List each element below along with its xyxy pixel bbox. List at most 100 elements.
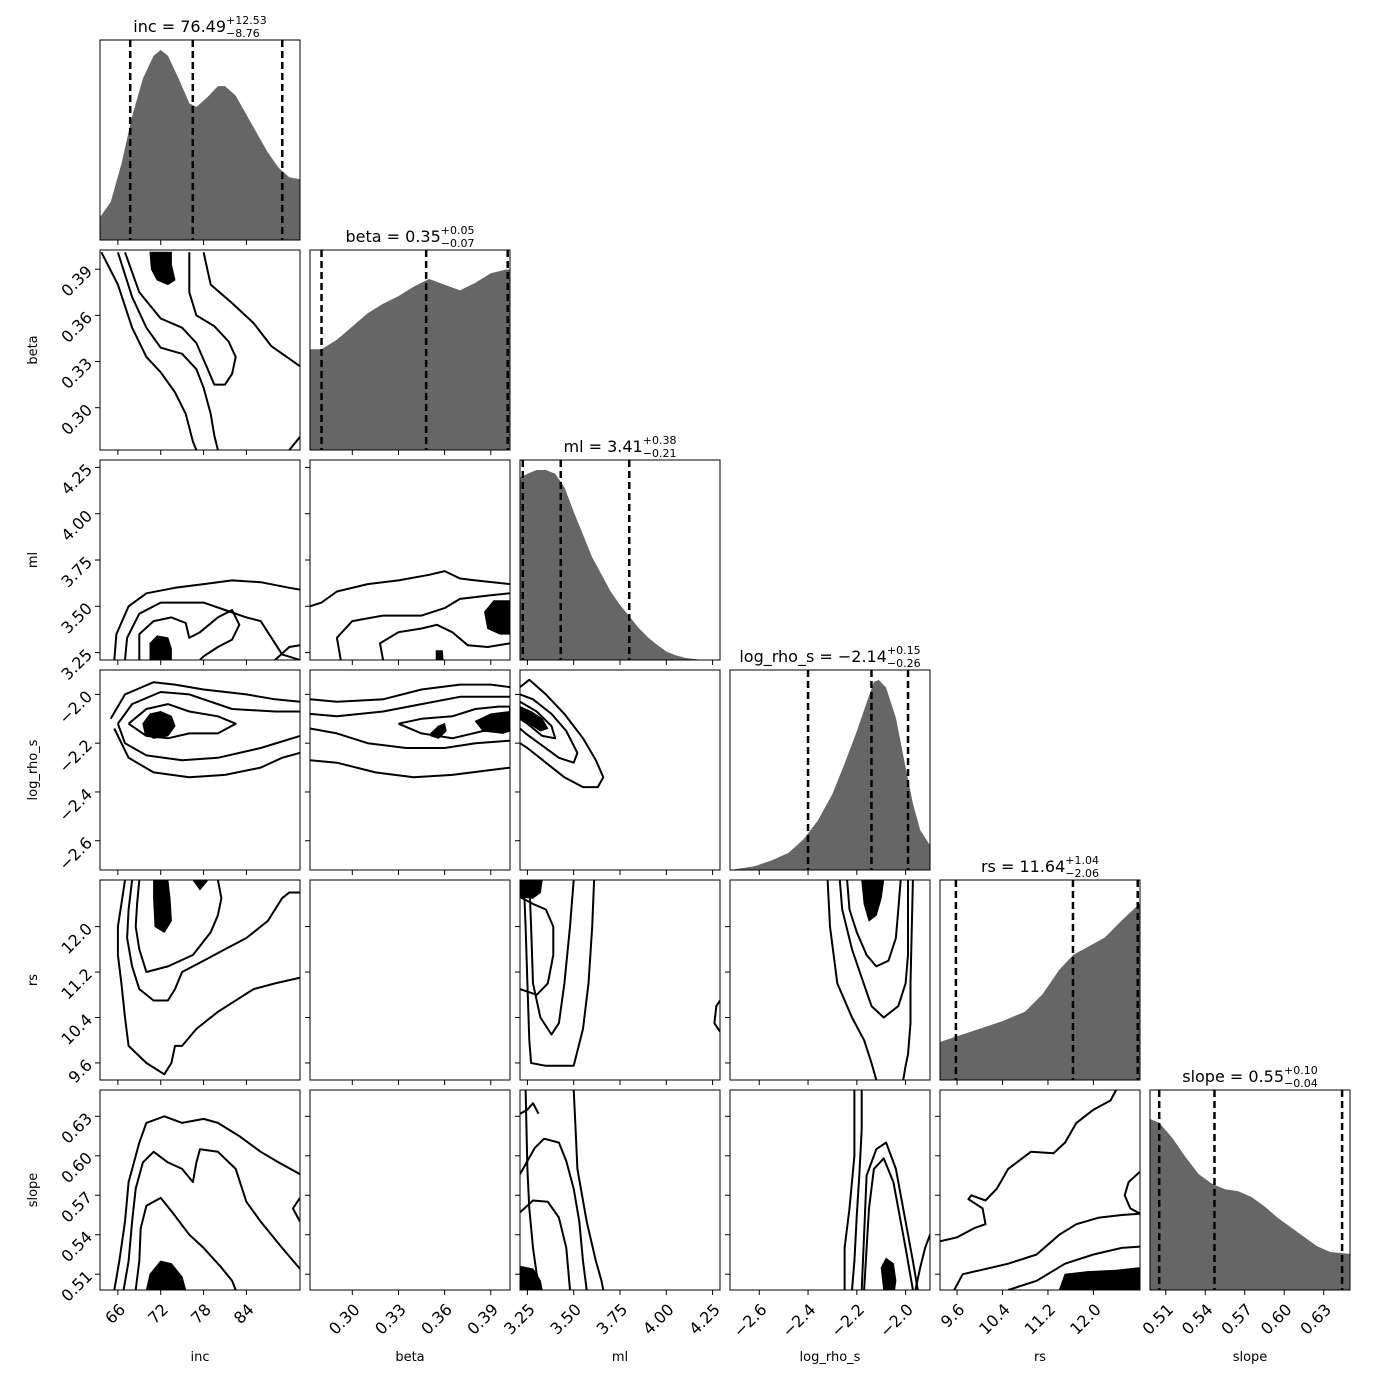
contour-line	[310, 683, 510, 703]
contour-line	[109, 681, 300, 720]
title-main: rs = 11.64	[981, 857, 1065, 876]
x-tick-label: 78	[187, 1300, 215, 1328]
x-tick-label: 11.2	[1021, 1300, 1060, 1339]
contour-line	[310, 695, 510, 718]
panel-title-log_rho_s: log_rho_s = −2.14+0.15 −0.26	[739, 644, 920, 670]
y-tick-label: 0.36	[57, 308, 96, 347]
contour-line	[202, 252, 300, 368]
contour-log_rho_s-rs	[826, 880, 914, 1080]
title-lower-error: −8.76	[226, 27, 260, 40]
histogram-fill	[1150, 1119, 1350, 1290]
x-tick-label: 0.57	[1217, 1300, 1256, 1339]
title-upper-error: +0.38	[643, 434, 677, 447]
contour-filled-region	[149, 635, 172, 660]
panel-frame	[99, 669, 301, 871]
contour-line	[520, 1199, 571, 1290]
y-tick-label: −2.4	[55, 785, 96, 826]
x-tick-label: 4.00	[639, 1300, 678, 1339]
contour-inc-slope	[113, 1115, 300, 1290]
x-axis-label-beta: beta	[395, 1350, 424, 1365]
contour-ml-log_rho_s	[520, 678, 605, 789]
x-tick-label: 3.50	[546, 1300, 585, 1339]
panel-title-ml: ml = 3.41+0.38 −0.21	[564, 434, 677, 460]
contour-line	[116, 723, 300, 762]
y-tick-label: 3.75	[57, 553, 96, 592]
contour-line	[713, 999, 720, 1033]
y-axis-label-slope: slope	[26, 1173, 41, 1208]
x-tick-label: 3.75	[593, 1300, 632, 1339]
contour-filled-region	[520, 880, 543, 899]
contour-inc-log_rho_s	[109, 681, 300, 779]
x-tick-label: 84	[230, 1300, 258, 1328]
panel-frame	[309, 879, 511, 1081]
panel-frame	[309, 669, 511, 871]
x-tick-label: 0.60	[1257, 1300, 1296, 1339]
contour-line	[274, 644, 300, 660]
y-tick-label: −2.2	[55, 736, 96, 777]
contour-line	[520, 693, 579, 764]
contour-line	[379, 623, 510, 660]
contour-ml-rs	[520, 880, 720, 1067]
contour-filled-region	[880, 1257, 897, 1290]
title-upper-error: +1.04	[1065, 854, 1099, 867]
contour-line	[117, 691, 300, 725]
contour-line	[100, 251, 198, 450]
y-tick-label: −2.6	[55, 833, 96, 874]
contour-line	[1123, 1170, 1140, 1215]
x-tick-label: 0.39	[463, 1300, 502, 1339]
contour-line	[291, 1197, 300, 1223]
x-tick-label: 0.51	[1138, 1300, 1177, 1339]
contour-line	[838, 880, 909, 1019]
contour-line	[138, 609, 241, 660]
histogram-fill	[730, 680, 930, 870]
y-axis-label-ml: ml	[26, 552, 41, 568]
contour-line	[113, 579, 300, 660]
histogram-fill	[310, 269, 510, 450]
contour-line	[520, 1137, 588, 1290]
y-tick-label: 0.54	[57, 1227, 96, 1266]
panel-frame	[309, 249, 511, 451]
y-tick-label: 3.25	[57, 645, 96, 684]
panel-title-slope: slope = 0.55+0.10 −0.04	[1182, 1064, 1318, 1090]
x-tick-label: −2.2	[827, 1300, 868, 1341]
contour-filled-region	[145, 1260, 187, 1290]
contour-line	[116, 880, 300, 1076]
x-tick-label: 9.6	[937, 1300, 968, 1331]
x-axis-label-rs: rs	[1034, 1350, 1046, 1365]
x-tick-label: 66	[101, 1300, 129, 1328]
panel-title-inc: inc = 76.49+12.53 −8.76	[133, 14, 266, 40]
x-tick-label: 4.25	[685, 1300, 724, 1339]
contour-filled-region	[1058, 1267, 1140, 1290]
x-tick-label: −2.0	[876, 1300, 917, 1341]
panel-frame	[309, 1089, 511, 1291]
contour-line	[572, 1090, 605, 1290]
x-tick-label: 0.33	[371, 1300, 410, 1339]
contour-inc-ml	[113, 579, 300, 660]
contour-line	[520, 1102, 540, 1115]
contour-line	[398, 705, 510, 740]
x-axis-label-log_rho_s: log_rho_s	[800, 1350, 861, 1365]
contour-line	[288, 436, 300, 450]
contour-rs-slope	[940, 1090, 1140, 1290]
histogram-beta	[310, 250, 510, 450]
y-tick-label: 4.25	[57, 460, 96, 499]
title-lower-error: −2.06	[1065, 867, 1099, 880]
y-axis-label-rs: rs	[26, 974, 41, 986]
contour-line	[953, 1212, 1140, 1290]
panel-title-rs: rs = 11.64+1.04 −2.06	[981, 854, 1099, 880]
contour-line	[134, 880, 223, 973]
contour-line	[520, 700, 557, 740]
title-main: log_rho_s = −2.14	[739, 647, 887, 667]
contour-line	[127, 703, 237, 740]
contour-line	[310, 759, 510, 779]
panel-frame	[939, 1089, 1141, 1291]
contour-filled-region	[149, 251, 176, 286]
contour-ml-slope	[520, 1090, 605, 1290]
title-main: slope = 0.55	[1182, 1067, 1284, 1086]
contour-line	[520, 678, 605, 789]
contour-line	[914, 1234, 930, 1290]
histogram-fill	[100, 50, 300, 240]
contour-line	[335, 592, 510, 660]
contour-line	[940, 1090, 1117, 1243]
x-tick-label: 0.54	[1178, 1300, 1217, 1339]
